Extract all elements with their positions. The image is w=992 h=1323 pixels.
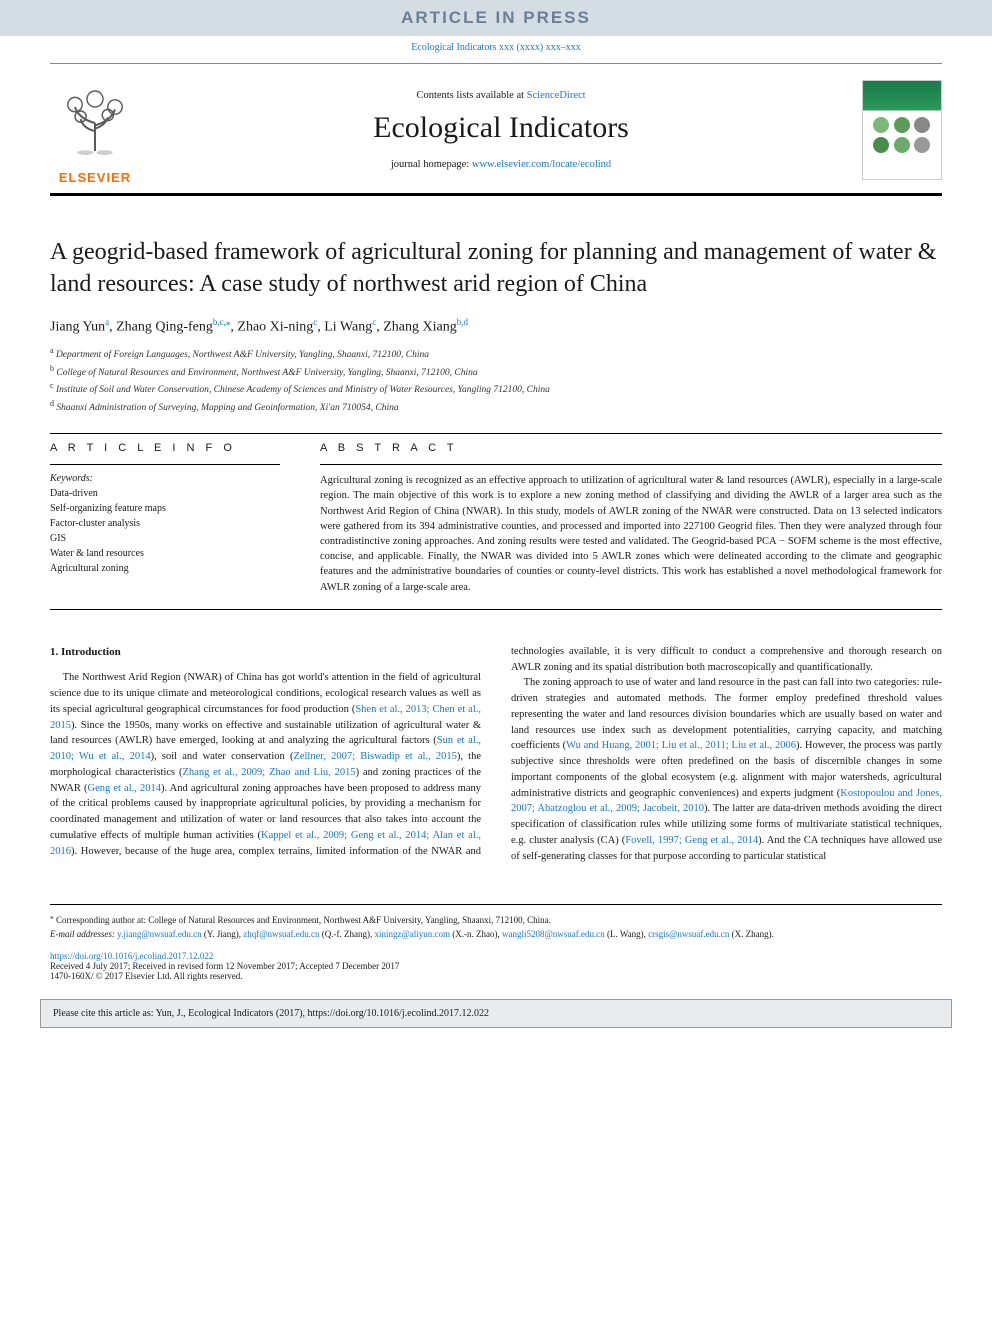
email-addresses: E-mail addresses: y.jiang@nwsuaf.edu.cn …	[50, 928, 942, 942]
email-label: E-mail addresses:	[50, 929, 117, 939]
keywords-label: Keywords:	[50, 473, 280, 484]
divider	[320, 464, 942, 465]
contents-list-line: Contents lists available at ScienceDirec…	[160, 90, 842, 101]
email-link[interactable]: wangli5208@nwsuaf.edu.cn	[502, 929, 605, 939]
corresponding-author-note: ⁎ Corresponding author at: College of Na…	[50, 911, 942, 928]
page: ARTICLE IN PRESS Ecological Indicators x…	[0, 0, 992, 1068]
doi-block: https://doi.org/10.1016/j.ecolind.2017.1…	[50, 951, 942, 981]
article-info-column: A R T I C L E I N F O Keywords: Data-dri…	[50, 442, 280, 595]
title-block: A geogrid-based framework of agricultura…	[50, 236, 942, 415]
article-title: A geogrid-based framework of agricultura…	[50, 236, 942, 301]
footnotes: ⁎ Corresponding author at: College of Na…	[50, 904, 942, 941]
running-header-link[interactable]: Ecological Indicators xxx (xxxx) xxx–xxx	[411, 42, 580, 53]
homepage-prefix: journal homepage:	[391, 159, 472, 170]
sciencedirect-link[interactable]: ScienceDirect	[527, 90, 586, 101]
citation-link[interactable]: Geng et al., 2014	[88, 783, 161, 794]
citation-link[interactable]: Zhang et al., 2009; Zhao and Liu, 2015	[183, 767, 356, 778]
journal-name: Ecological Indicators	[160, 111, 842, 145]
article-info-heading: A R T I C L E I N F O	[50, 442, 280, 454]
cite-this-article-box: Please cite this article as: Yun, J., Ec…	[40, 999, 952, 1028]
authors-line: Jiang Yuna, Zhang Qing-fengb,c,⁎, Zhao X…	[50, 317, 942, 336]
citation-link[interactable]: Fovell, 1997; Geng et al., 2014	[625, 835, 758, 846]
citation-link[interactable]: Wu and Huang, 2001; Liu et al., 2011; Li…	[566, 740, 796, 751]
abstract-text: Agricultural zoning is recognized as an …	[320, 473, 942, 595]
abstract-heading: A B S T R A C T	[320, 442, 942, 454]
divider	[50, 609, 942, 610]
journal-cover-thumbnail	[862, 80, 942, 180]
masthead: ELSEVIER Contents lists available at Sci…	[50, 63, 942, 196]
citation-link[interactable]: Zellner, 2007; Biswadip et al., 2015	[293, 751, 456, 762]
email-link[interactable]: crsgis@nwsuaf.edu.cn	[648, 929, 729, 939]
affiliations: a Department of Foreign Languages, North…	[50, 345, 942, 415]
abstract-column: A B S T R A C T Agricultural zoning is r…	[320, 442, 942, 595]
homepage-line: journal homepage: www.elsevier.com/locat…	[160, 159, 842, 170]
intro-paragraph-2: The zoning approach to use of water and …	[511, 675, 942, 864]
keywords-list: Data-drivenSelf-organizing feature mapsF…	[50, 486, 280, 576]
issn-copyright: 1470-160X/ © 2017 Elsevier Ltd. All righ…	[50, 971, 942, 981]
publisher-name: ELSEVIER	[59, 170, 131, 185]
masthead-center: Contents lists available at ScienceDirec…	[160, 90, 842, 170]
section-heading-intro: 1. Introduction	[50, 644, 481, 661]
info-abstract-row: A R T I C L E I N F O Keywords: Data-dri…	[50, 442, 942, 595]
received-dates: Received 4 July 2017; Received in revise…	[50, 961, 942, 971]
email-link[interactable]: zhqf@nwsuaf.edu.cn	[243, 929, 319, 939]
email-link[interactable]: xiningz@aliyun.com	[374, 929, 450, 939]
body-text: 1. Introduction The Northwest Arid Regio…	[50, 644, 942, 865]
running-header: Ecological Indicators xxx (xxxx) xxx–xxx	[50, 42, 942, 53]
divider	[50, 464, 280, 465]
article-in-press-banner: ARTICLE IN PRESS	[0, 0, 992, 36]
publisher-logo: ELSEVIER	[50, 74, 140, 185]
doi-link[interactable]: https://doi.org/10.1016/j.ecolind.2017.1…	[50, 951, 213, 961]
divider	[50, 433, 942, 434]
journal-homepage-link[interactable]: www.elsevier.com/locate/ecolind	[472, 159, 611, 170]
elsevier-tree-icon	[50, 74, 140, 164]
email-link[interactable]: y.jiang@nwsuaf.edu.cn	[117, 929, 201, 939]
contents-prefix: Contents lists available at	[416, 90, 526, 101]
